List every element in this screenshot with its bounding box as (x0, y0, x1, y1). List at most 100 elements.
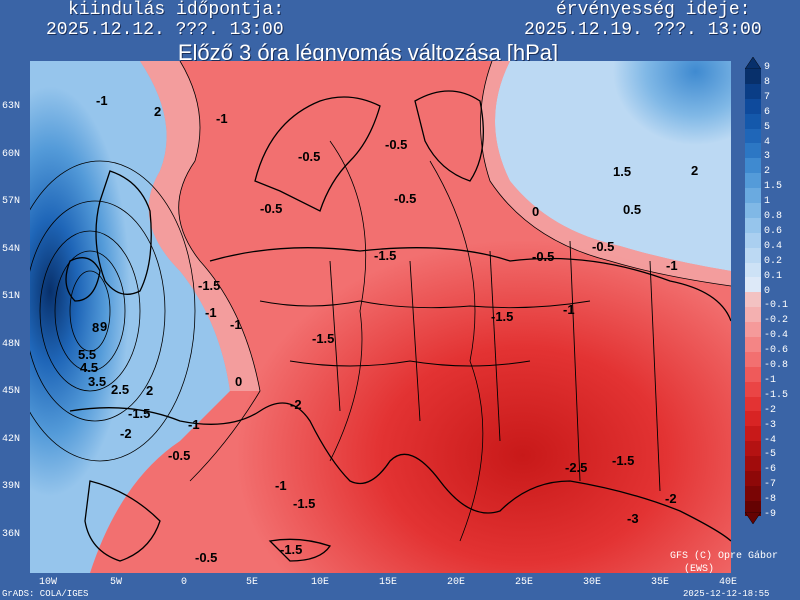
contour-value-label: -0.5 (532, 249, 554, 264)
colorbar-label: -0.6 (764, 345, 789, 357)
contour-value-label: -1.5 (374, 248, 396, 263)
colorbar-segment (745, 471, 761, 486)
colorbar-segment (745, 337, 761, 352)
latitude-label: 45N (2, 386, 21, 397)
colorbar-segment (745, 158, 761, 174)
colorbar-label: -4 (764, 434, 777, 446)
colorbar-segment (745, 173, 761, 189)
contour-value-label: 2.5 (111, 382, 129, 397)
colorbar-label: 3 (764, 151, 771, 163)
latitude-label: 57N (2, 196, 21, 207)
colorbar-label: 0 (764, 285, 771, 297)
contour-value-label: -2 (665, 491, 677, 506)
colorbar-segment (745, 262, 761, 278)
contour-value-label: -0.5 (168, 448, 190, 463)
longitude-label: 5E (245, 577, 259, 588)
colorbar-segment (745, 232, 761, 248)
contour-value-label: 8 (92, 320, 99, 335)
contour-value-label: -1.5 (198, 278, 220, 293)
contour-value-label: -3 (627, 511, 639, 526)
colorbar-label: -5 (764, 449, 777, 461)
longitude-label: 5W (109, 577, 123, 588)
contour-value-label: 2 (154, 104, 161, 119)
render-timestamp: 2025-12-12-18:55 (683, 589, 770, 599)
latitude-label: 54N (2, 244, 21, 255)
colorbar-segment (745, 277, 761, 293)
contour-value-label: -0.5 (298, 149, 320, 164)
isobar-lines (30, 61, 731, 542)
contour-value-label: -0.5 (385, 137, 407, 152)
contour-value-label: -2 (120, 426, 132, 441)
contour-value-label: 9 (100, 319, 107, 334)
colorbar-segment (745, 381, 761, 397)
contour-value-label: 2 (146, 383, 153, 398)
colorbar-label: 0.4 (764, 240, 783, 252)
map-canvas: -12 -1-0.5-0.5-0.5-0.51.5 20 0.5-0.5-0.5-1-… (30, 61, 731, 573)
colorbar-label: 9 (764, 62, 771, 73)
colorbar-segment (745, 396, 761, 412)
colorbar-label: -3 (764, 419, 777, 431)
colorbar-label: -0.2 (764, 315, 789, 327)
contour-value-label: -2.5 (565, 460, 587, 475)
colorbar-label: -1.5 (764, 389, 789, 401)
contour-value-label: -1 (96, 93, 108, 108)
colorbar-segment (745, 292, 761, 308)
colorbar-label: 0.8 (764, 211, 783, 222)
longitude-label: 10E (310, 577, 330, 588)
longitude-label: 0 (180, 577, 188, 588)
latitude-label: 60N (2, 149, 21, 160)
colorbar-segment (745, 128, 761, 144)
contour-value-label: -1.5 (128, 406, 150, 421)
colorbar-segment (745, 426, 761, 442)
colorbar-segment (745, 322, 761, 338)
longitude-label: 15E (378, 577, 398, 588)
country-borders (259, 240, 661, 492)
colorbar-top-triangle (745, 57, 761, 69)
contour-value-label: -1.5 (491, 309, 513, 324)
colorbar-label: 0.2 (764, 255, 783, 267)
latitude-label: 51N (2, 291, 21, 302)
contour-value-label: 2 (691, 163, 698, 178)
contour-labels: -12 -1-0.5-0.5-0.5-0.51.5 20 0.5-0.5-0.5-1-… (78, 93, 698, 565)
gfs-credit: GFS (C) Opre Gábor (670, 551, 779, 562)
contour-value-label: 3.5 (88, 374, 106, 389)
longitude-label: 20E (446, 577, 466, 588)
colorbar-label: 4 (764, 136, 771, 148)
colorbar-segment (745, 188, 761, 204)
colorbar-label: -9 (764, 509, 777, 520)
contour-value-label: -0.5 (195, 550, 217, 565)
colorbar-segment (745, 69, 761, 84)
contour-value-label: -1 (188, 417, 200, 432)
colorbar-segment (745, 441, 761, 457)
contour-value-label: -1.5 (280, 542, 302, 557)
latitude-label: 63N (2, 101, 21, 112)
longitude-label: 30E (582, 577, 602, 588)
grads-credit: GrADS: COLA/IGES (2, 589, 89, 599)
colorbar-label: 2 (764, 166, 771, 178)
contour-value-label: -1.5 (312, 331, 334, 346)
colorbar-label: -0.1 (764, 300, 789, 312)
longitude-label: 10W (38, 577, 58, 588)
latitude-label: 39N (2, 481, 21, 492)
colorbar-segment (745, 351, 761, 367)
colorbar-label: 0.6 (764, 225, 783, 237)
longitude-label: 35E (650, 577, 670, 588)
contour-value-label: 1.5 (613, 164, 631, 179)
colorbar-label: -1 (764, 374, 777, 386)
contour-value-label: -1 (216, 111, 228, 126)
pressure-change-map: -1 2 -1 -0.5 -0.5 -0.5 -0.5 1.5 2 0 0.5 -0.5 -0.5 -1-… (30, 61, 731, 573)
pink-band-ne (480, 61, 731, 286)
colorbar (745, 69, 761, 516)
colorbar-bottom-triangle (745, 512, 761, 524)
contour-value-label: -1 (666, 258, 678, 273)
colorbar-label: -8 (764, 494, 777, 506)
colorbar-label: 7 (764, 91, 771, 103)
colorbar-label: -2 (764, 404, 777, 416)
ews-credit: (EWS) (684, 564, 715, 575)
colorbar-segment (745, 143, 761, 159)
colorbar-label: 1 (764, 196, 771, 208)
contour-value-label: 0 (532, 204, 539, 219)
colorbar-segment (745, 203, 761, 218)
contour-value-label: 0 (235, 374, 242, 389)
colorbar-label: -0.4 (764, 330, 789, 342)
